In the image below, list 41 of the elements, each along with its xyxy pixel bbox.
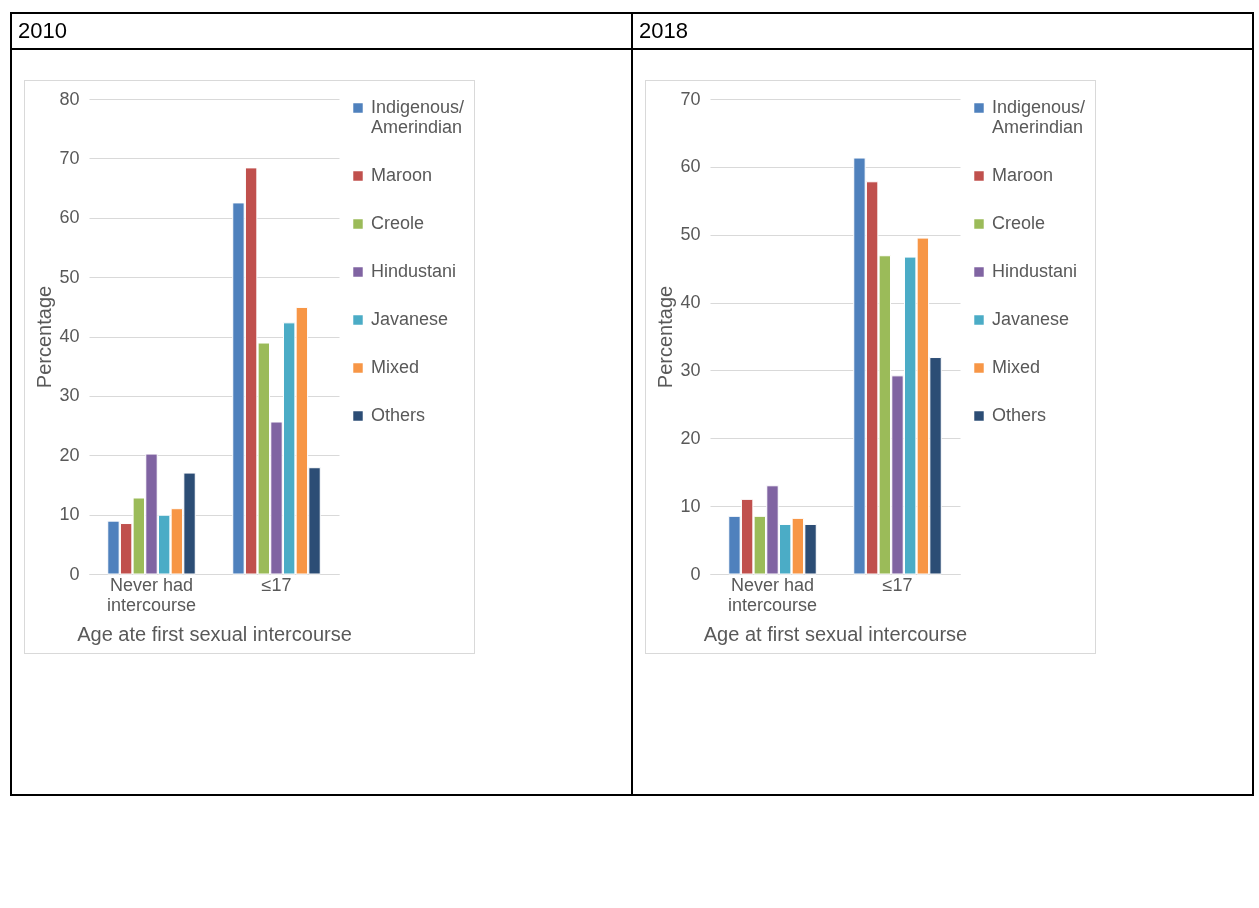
y-tick-label: 50 bbox=[59, 266, 80, 287]
legend-label: Hindustani bbox=[371, 261, 457, 281]
legend-label: Javanese bbox=[371, 309, 449, 329]
legend-label: Maroon bbox=[992, 165, 1054, 185]
legend-label: Indigenous/ Amerindian bbox=[992, 97, 1086, 137]
x-axis-title: Age ate first sexual intercourse bbox=[77, 622, 352, 645]
legend-label: Javanese bbox=[992, 309, 1070, 329]
legend-label: Indigenous/ Amerindian bbox=[371, 97, 465, 137]
x-tick-label: ≤17 bbox=[882, 574, 913, 595]
y-tick-label: 70 bbox=[59, 147, 80, 168]
y-tick-label: 30 bbox=[59, 385, 80, 406]
y-tick-label: 20 bbox=[59, 444, 80, 465]
legend-label: Hindustani bbox=[992, 261, 1078, 281]
y-tick-label: 60 bbox=[680, 156, 701, 177]
legend-label: Others bbox=[992, 405, 1047, 425]
chart-title: 2018 bbox=[633, 14, 1252, 50]
legend-label: Mixed bbox=[992, 357, 1041, 377]
legend-label: Others bbox=[371, 405, 426, 425]
y-tick-label: 40 bbox=[680, 292, 701, 313]
x-tick-label: Never had intercourse bbox=[106, 574, 197, 615]
y-tick-label: 10 bbox=[59, 504, 80, 525]
x-tick-label: Never had intercourse bbox=[727, 574, 818, 615]
chart-title: 2010 bbox=[12, 14, 631, 50]
y-tick-label: 50 bbox=[680, 224, 701, 245]
y-tick-label: 30 bbox=[680, 359, 701, 380]
legend-label: Maroon bbox=[371, 165, 433, 185]
y-tick-label: 0 bbox=[690, 563, 701, 584]
y-tick-label: 40 bbox=[59, 326, 80, 346]
legend-label: Creole bbox=[992, 213, 1046, 233]
legend-label: Creole bbox=[371, 213, 425, 233]
y-tick-label: 80 bbox=[59, 88, 80, 109]
y-axis-title: Percentage bbox=[654, 285, 677, 389]
y-tick-label: 60 bbox=[59, 207, 80, 228]
y-tick-label: 0 bbox=[69, 563, 80, 584]
y-axis-title: Percentage bbox=[33, 285, 56, 389]
x-axis-title: Age at first sexual intercourse bbox=[703, 622, 968, 645]
y-tick-label: 70 bbox=[680, 88, 701, 109]
legend-label: Mixed bbox=[371, 357, 420, 377]
y-tick-label: 20 bbox=[680, 427, 701, 448]
x-tick-label: ≤17 bbox=[261, 574, 292, 595]
y-tick-label: 10 bbox=[680, 495, 701, 516]
